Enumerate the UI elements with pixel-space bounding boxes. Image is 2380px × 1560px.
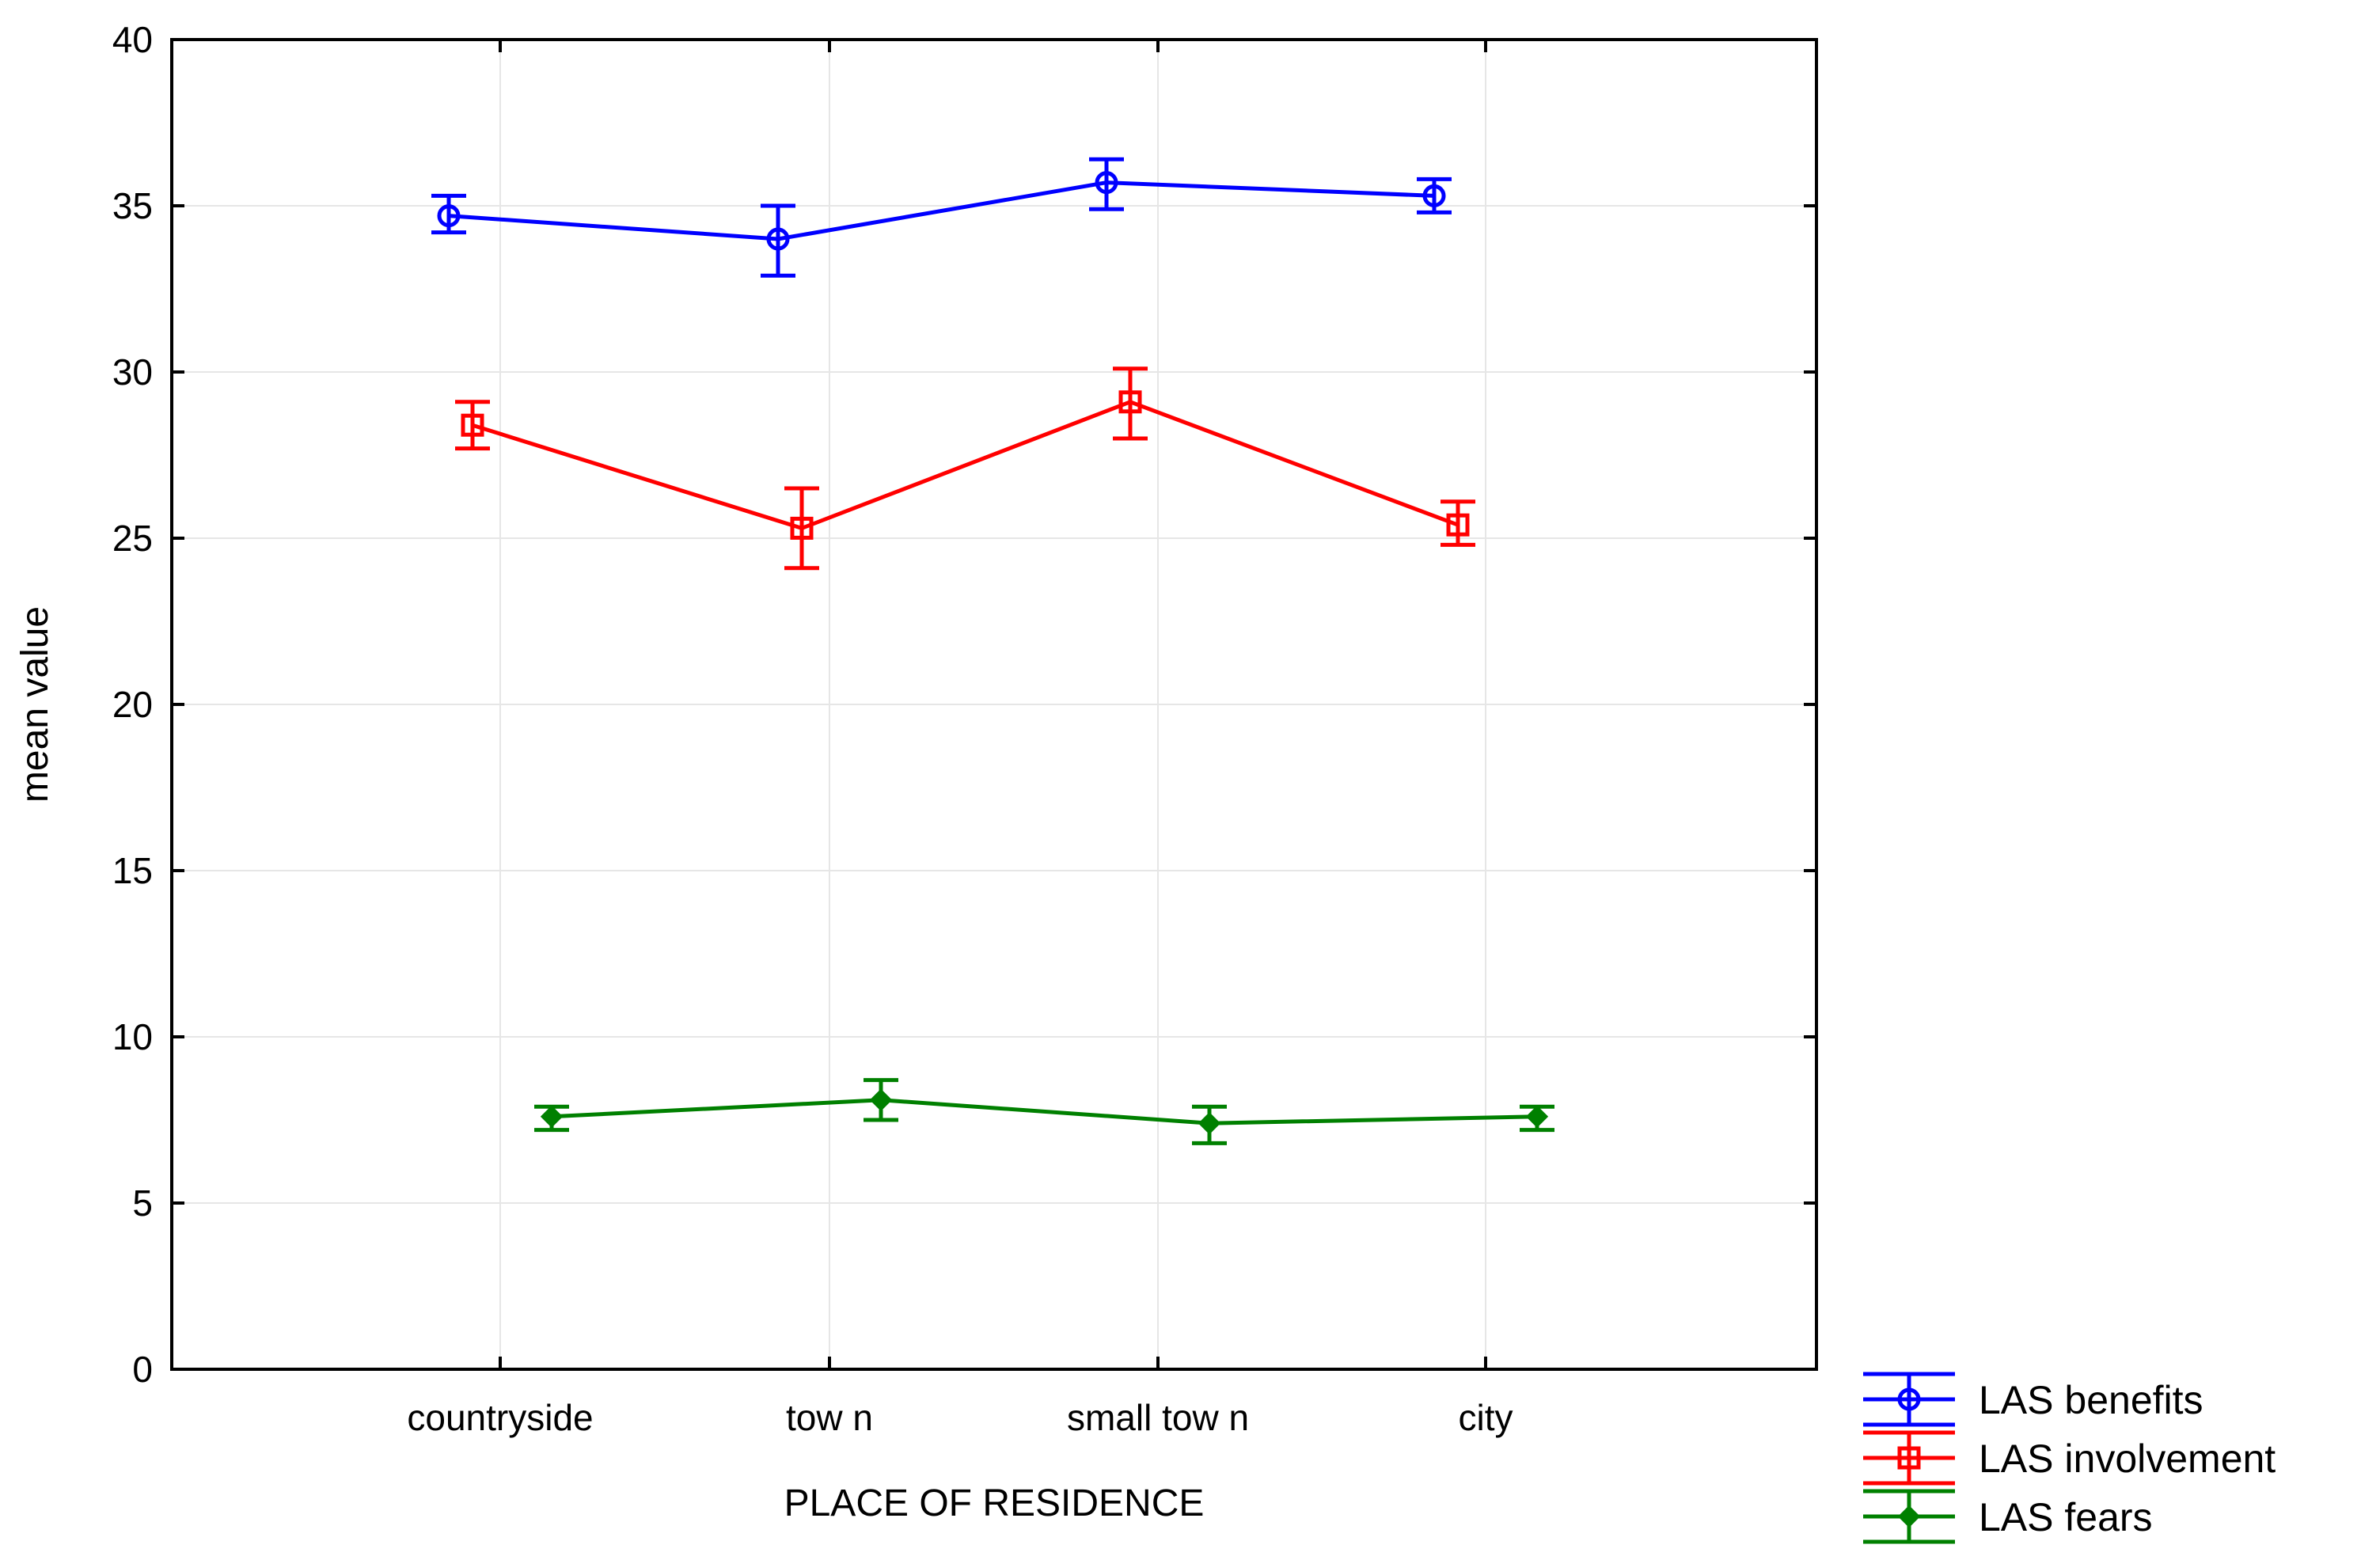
legend-label: LAS fears <box>1979 1495 2153 1539</box>
y-tick-label: 30 <box>112 351 153 393</box>
y-tick-label: 5 <box>132 1182 153 1224</box>
y-tick-label: 40 <box>112 19 153 60</box>
legend-marker <box>1897 1387 1921 1411</box>
y-axis-title: mean value <box>14 606 56 803</box>
y-tick-label: 35 <box>112 185 153 226</box>
series-line-1 <box>472 400 1459 531</box>
y-tick-label: 0 <box>132 1349 153 1390</box>
x-tick-label: city <box>1459 1397 1513 1438</box>
data-point <box>1525 1105 1549 1128</box>
data-point <box>461 413 484 437</box>
y-tick-label: 15 <box>112 850 153 891</box>
data-point <box>869 1088 893 1111</box>
legend-label: LAS involvement <box>1979 1437 2276 1481</box>
data-point <box>540 1105 564 1128</box>
data-point <box>790 516 814 540</box>
data-point <box>1446 513 1470 537</box>
data-point <box>766 227 790 251</box>
data-point <box>1095 171 1118 195</box>
series-line-0 <box>448 180 1435 241</box>
legend-marker <box>1897 1505 1921 1528</box>
legend-marker <box>1897 1446 1921 1470</box>
data-point <box>1118 390 1142 414</box>
x-axis-title: PLACE OF RESIDENCE <box>784 1482 1205 1524</box>
data-point <box>1422 184 1446 207</box>
y-tick-label: 20 <box>112 684 153 725</box>
x-tick-label: small tow n <box>1067 1397 1249 1438</box>
y-tick-label: 25 <box>112 518 153 559</box>
series-line-2 <box>551 1098 1538 1125</box>
data-point <box>437 204 461 228</box>
data-point <box>1198 1112 1221 1135</box>
x-tick-label: tow n <box>786 1397 873 1438</box>
legend-label: LAS benefits <box>1979 1378 2203 1422</box>
x-tick-label: countryside <box>407 1397 593 1438</box>
y-tick-label: 10 <box>112 1016 153 1057</box>
